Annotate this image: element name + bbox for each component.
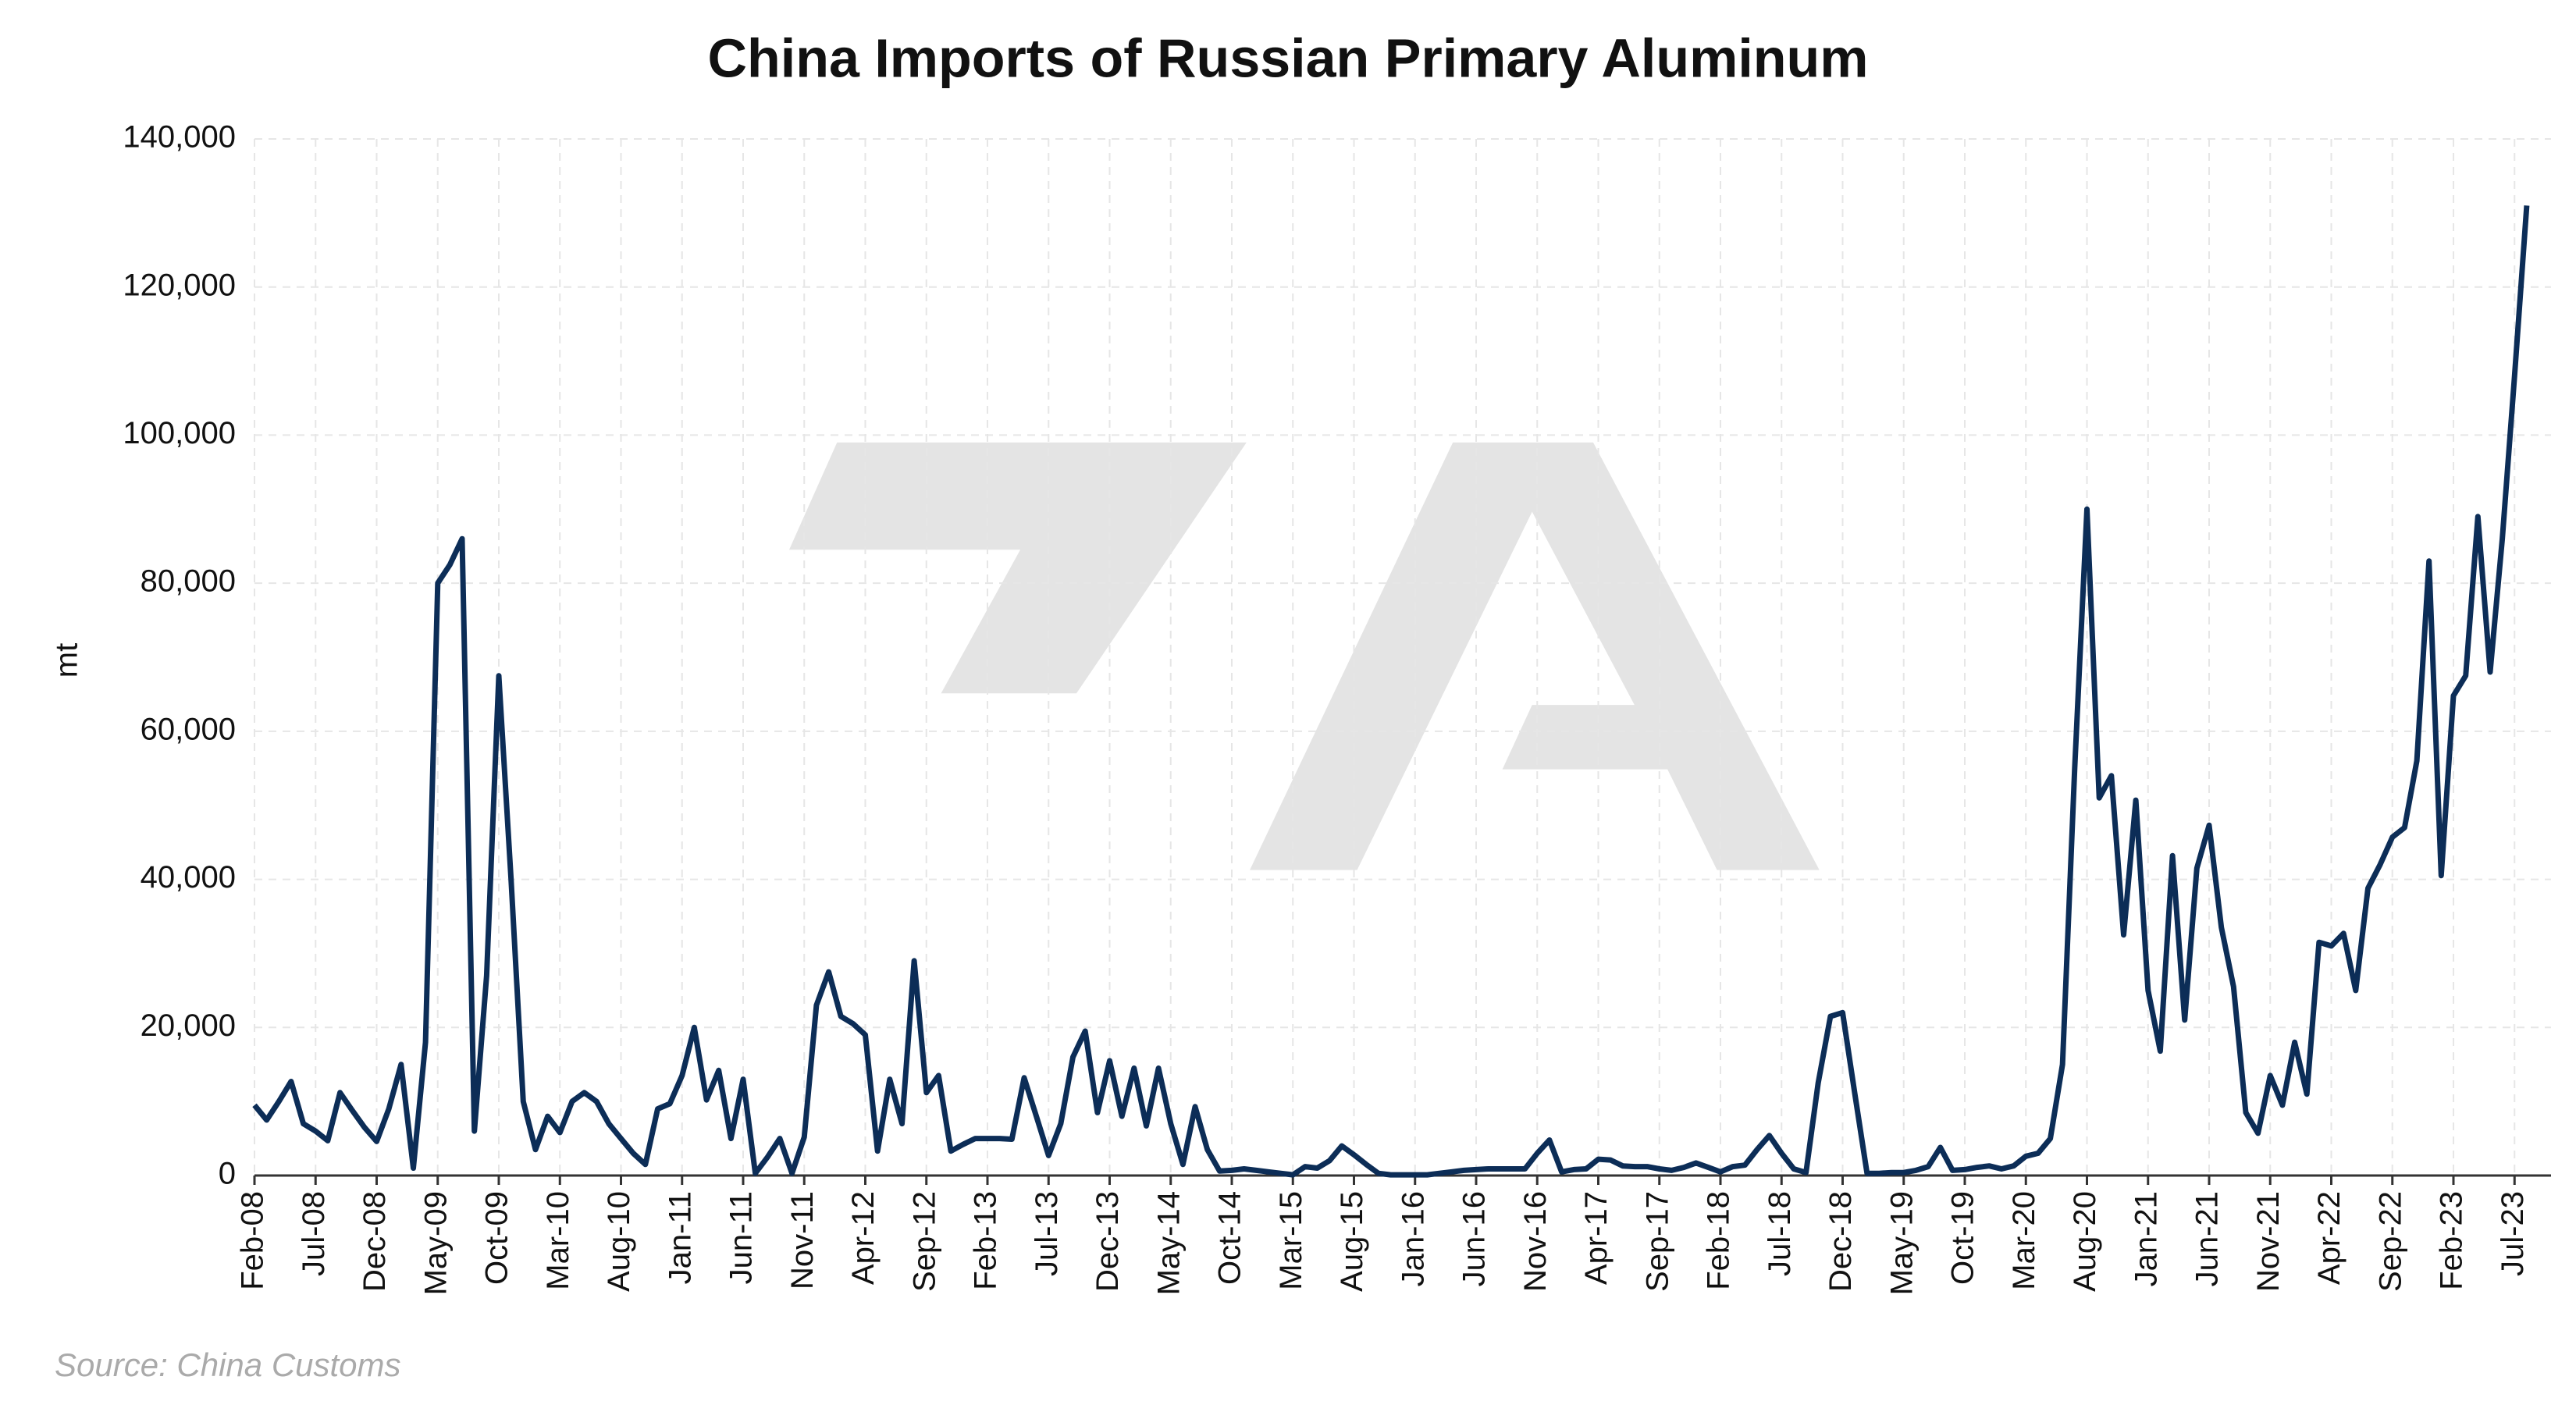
x-tick-label: Oct-19	[1946, 1191, 1980, 1285]
x-tick-label: Apr-22	[2312, 1191, 2347, 1285]
x-tick-label: Jun-16	[1457, 1191, 1492, 1286]
y-tick-label: 120,000	[123, 268, 236, 302]
x-tick-label: Feb-18	[1702, 1191, 1736, 1290]
x-tick-label: Mar-15	[1274, 1191, 1308, 1290]
x-tick-label: Aug-20	[2068, 1191, 2102, 1292]
y-tick-label: 80,000	[141, 564, 236, 599]
watermark	[788, 442, 1820, 870]
x-tick-label: Feb-23	[2435, 1191, 2469, 1290]
x-tick-label: Apr-17	[1579, 1191, 1614, 1285]
y-axis-label: mt	[50, 643, 84, 678]
x-tick-label: Jan-21	[2129, 1191, 2163, 1286]
x-tick-label: Oct-14	[1213, 1191, 1247, 1285]
x-tick-label: Jun-11	[724, 1191, 759, 1284]
x-tick-label: Mar-10	[541, 1191, 575, 1290]
chart-title: China Imports of Russian Primary Aluminu…	[707, 27, 1868, 88]
x-tick-label: Sep-22	[2373, 1191, 2407, 1292]
x-tick-label: Jul-23	[2496, 1191, 2530, 1276]
x-tick-label: Jul-18	[1763, 1191, 1797, 1276]
y-tick-label: 20,000	[141, 1008, 236, 1043]
x-tick-label: Jan-11	[663, 1191, 697, 1284]
x-tick-label: May-19	[1884, 1191, 1919, 1295]
x-tick-label: Jul-13	[1030, 1191, 1064, 1276]
x-tick-label: Mar-20	[2007, 1191, 2041, 1290]
x-tick-label: Sep-17	[1640, 1191, 1674, 1292]
x-tick-label: Dec-18	[1823, 1191, 1858, 1292]
x-tick-label: Nov-11	[785, 1191, 820, 1289]
x-tick-label: Aug-10	[602, 1191, 636, 1292]
x-tick-label: Jun-21	[2190, 1191, 2225, 1286]
y-tick-label: 100,000	[123, 416, 236, 450]
x-tick-label: Aug-15	[1335, 1191, 1369, 1292]
x-tick-label: Jul-08	[297, 1191, 331, 1276]
x-tick-label: Oct-09	[480, 1191, 514, 1285]
x-tick-label: Dec-13	[1091, 1191, 1125, 1292]
y-tick-label: 60,000	[141, 712, 236, 746]
x-tick-label: Nov-21	[2251, 1191, 2286, 1292]
x-tick-label: Dec-08	[358, 1191, 392, 1292]
source: Source: China Customs	[55, 1346, 401, 1383]
y-tick-label: 0	[219, 1157, 236, 1191]
y-tick-label: 140,000	[123, 120, 236, 155]
x-tick-label: Feb-08	[236, 1191, 270, 1290]
x-tick-label: Sep-12	[907, 1191, 941, 1292]
x-tick-label: Nov-16	[1518, 1191, 1553, 1292]
x-tick-label: May-14	[1151, 1191, 1186, 1295]
x-tick-label: Apr-12	[846, 1191, 881, 1285]
data-line	[252, 205, 2530, 1178]
x-tick-label: Jan-16	[1396, 1191, 1430, 1286]
x-tick-label: Feb-13	[969, 1191, 1003, 1290]
x-tick-label: May-09	[418, 1191, 453, 1295]
y-tick-label: 40,000	[141, 860, 236, 895]
